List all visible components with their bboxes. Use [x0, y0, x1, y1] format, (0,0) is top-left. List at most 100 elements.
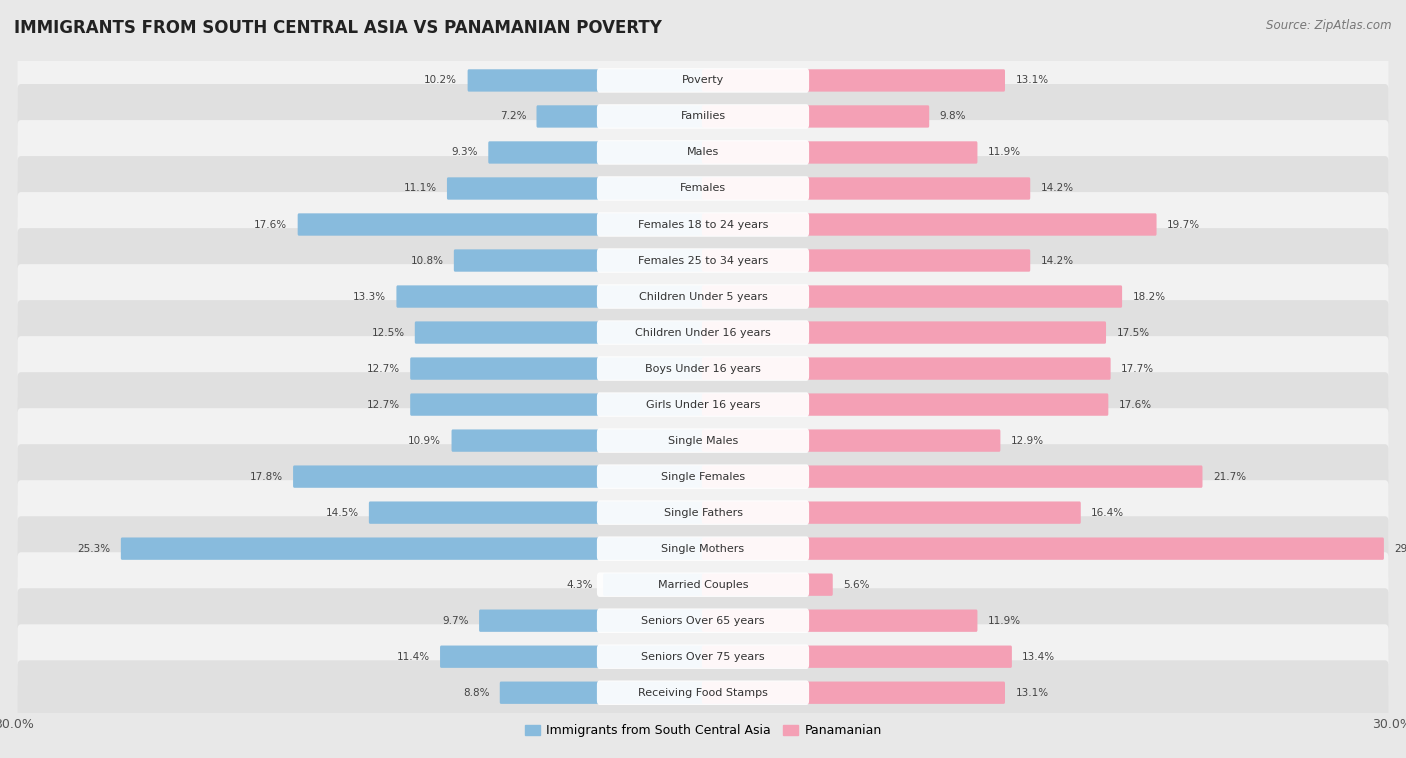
Text: 7.2%: 7.2% [499, 111, 526, 121]
Text: 10.2%: 10.2% [425, 76, 457, 86]
Text: Single Fathers: Single Fathers [664, 508, 742, 518]
Text: 10.9%: 10.9% [408, 436, 441, 446]
FancyBboxPatch shape [702, 574, 832, 596]
FancyBboxPatch shape [17, 444, 1389, 509]
FancyBboxPatch shape [17, 120, 1389, 185]
FancyBboxPatch shape [702, 393, 1108, 415]
FancyBboxPatch shape [17, 48, 1389, 113]
FancyBboxPatch shape [598, 140, 808, 164]
Text: IMMIGRANTS FROM SOUTH CENTRAL ASIA VS PANAMANIAN POVERTY: IMMIGRANTS FROM SOUTH CENTRAL ASIA VS PA… [14, 19, 662, 37]
Text: 25.3%: 25.3% [77, 543, 111, 553]
FancyBboxPatch shape [598, 284, 808, 309]
FancyBboxPatch shape [368, 502, 704, 524]
Text: 4.3%: 4.3% [567, 580, 593, 590]
FancyBboxPatch shape [702, 358, 1111, 380]
Text: 10.8%: 10.8% [411, 255, 443, 265]
Text: 13.3%: 13.3% [353, 292, 387, 302]
Text: 11.9%: 11.9% [988, 148, 1021, 158]
FancyBboxPatch shape [598, 356, 808, 381]
FancyBboxPatch shape [598, 68, 808, 92]
FancyBboxPatch shape [702, 465, 1202, 488]
Text: Single Females: Single Females [661, 471, 745, 481]
Text: 17.5%: 17.5% [1116, 327, 1150, 337]
FancyBboxPatch shape [702, 69, 1005, 92]
FancyBboxPatch shape [598, 104, 808, 129]
FancyBboxPatch shape [454, 249, 704, 271]
Text: Males: Males [688, 148, 718, 158]
FancyBboxPatch shape [17, 228, 1389, 293]
FancyBboxPatch shape [451, 430, 704, 452]
Text: Females 18 to 24 years: Females 18 to 24 years [638, 220, 768, 230]
FancyBboxPatch shape [468, 69, 704, 92]
FancyBboxPatch shape [415, 321, 704, 343]
FancyBboxPatch shape [499, 681, 704, 704]
Text: Children Under 16 years: Children Under 16 years [636, 327, 770, 337]
FancyBboxPatch shape [702, 213, 1157, 236]
FancyBboxPatch shape [17, 481, 1389, 545]
Text: 14.5%: 14.5% [325, 508, 359, 518]
FancyBboxPatch shape [598, 572, 808, 597]
FancyBboxPatch shape [598, 644, 808, 669]
FancyBboxPatch shape [17, 588, 1389, 653]
Text: Children Under 5 years: Children Under 5 years [638, 292, 768, 302]
Text: 5.6%: 5.6% [844, 580, 869, 590]
FancyBboxPatch shape [292, 465, 704, 488]
FancyBboxPatch shape [702, 646, 1012, 668]
Text: Receiving Food Stamps: Receiving Food Stamps [638, 688, 768, 697]
FancyBboxPatch shape [702, 321, 1107, 343]
FancyBboxPatch shape [598, 681, 808, 705]
FancyBboxPatch shape [702, 141, 977, 164]
FancyBboxPatch shape [17, 372, 1389, 437]
FancyBboxPatch shape [702, 249, 1031, 271]
FancyBboxPatch shape [17, 336, 1389, 401]
FancyBboxPatch shape [17, 300, 1389, 365]
Text: 11.1%: 11.1% [404, 183, 437, 193]
Legend: Immigrants from South Central Asia, Panamanian: Immigrants from South Central Asia, Pana… [519, 719, 887, 742]
FancyBboxPatch shape [17, 156, 1389, 221]
Text: Single Males: Single Males [668, 436, 738, 446]
FancyBboxPatch shape [537, 105, 704, 127]
FancyBboxPatch shape [17, 409, 1389, 473]
Text: 17.6%: 17.6% [1119, 399, 1152, 409]
Text: 12.7%: 12.7% [367, 399, 399, 409]
Text: 13.1%: 13.1% [1015, 688, 1049, 697]
Text: 17.8%: 17.8% [250, 471, 283, 481]
FancyBboxPatch shape [702, 177, 1031, 199]
Text: Married Couples: Married Couples [658, 580, 748, 590]
FancyBboxPatch shape [17, 84, 1389, 149]
FancyBboxPatch shape [17, 192, 1389, 257]
Text: 9.7%: 9.7% [443, 615, 468, 625]
FancyBboxPatch shape [598, 428, 808, 453]
FancyBboxPatch shape [702, 285, 1122, 308]
Text: 14.2%: 14.2% [1040, 183, 1074, 193]
FancyBboxPatch shape [121, 537, 704, 560]
Text: 11.9%: 11.9% [988, 615, 1021, 625]
FancyBboxPatch shape [702, 681, 1005, 704]
Text: 14.2%: 14.2% [1040, 255, 1074, 265]
FancyBboxPatch shape [598, 177, 808, 201]
Text: Families: Families [681, 111, 725, 121]
Text: Seniors Over 75 years: Seniors Over 75 years [641, 652, 765, 662]
Text: 8.8%: 8.8% [463, 688, 489, 697]
Text: 12.9%: 12.9% [1011, 436, 1043, 446]
FancyBboxPatch shape [598, 465, 808, 489]
FancyBboxPatch shape [17, 264, 1389, 329]
Text: Single Mothers: Single Mothers [661, 543, 745, 553]
Text: 9.3%: 9.3% [451, 148, 478, 158]
FancyBboxPatch shape [17, 660, 1389, 725]
Text: 17.6%: 17.6% [254, 220, 287, 230]
FancyBboxPatch shape [598, 537, 808, 561]
FancyBboxPatch shape [298, 213, 704, 236]
Text: 9.8%: 9.8% [939, 111, 966, 121]
FancyBboxPatch shape [447, 177, 704, 199]
Text: 13.1%: 13.1% [1015, 76, 1049, 86]
FancyBboxPatch shape [488, 141, 704, 164]
FancyBboxPatch shape [702, 609, 977, 632]
FancyBboxPatch shape [598, 500, 808, 525]
FancyBboxPatch shape [17, 516, 1389, 581]
Text: Poverty: Poverty [682, 76, 724, 86]
FancyBboxPatch shape [479, 609, 704, 632]
FancyBboxPatch shape [702, 430, 1001, 452]
Text: Females 25 to 34 years: Females 25 to 34 years [638, 255, 768, 265]
Text: 21.7%: 21.7% [1213, 471, 1246, 481]
